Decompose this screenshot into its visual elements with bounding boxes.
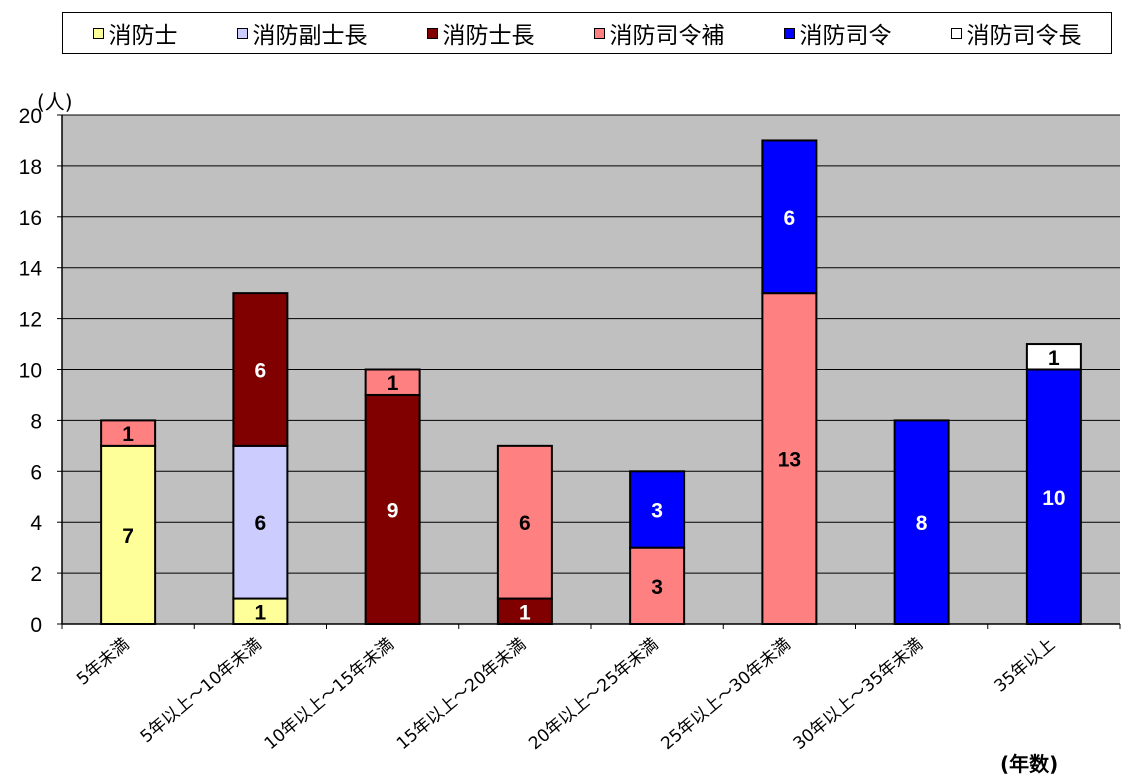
y-tick-label: 6 bbox=[30, 461, 42, 484]
x-tick-label: 35年以上 bbox=[991, 635, 1060, 697]
y-tick-label: 14 bbox=[19, 258, 43, 281]
x-axis-unit: (年数) bbox=[1000, 752, 1059, 776]
y-tick-label: 18 bbox=[19, 156, 42, 179]
bar-segment bbox=[232, 597, 289, 625]
y-tick-label: 12 bbox=[19, 309, 42, 332]
data-label: 1 bbox=[1048, 347, 1060, 370]
bar-segment bbox=[629, 470, 686, 549]
legend-item: 消防士 bbox=[92, 16, 178, 50]
legend-label: 消防司令 bbox=[799, 23, 892, 49]
legend-item: 消防副士長 bbox=[236, 16, 368, 50]
y-tick-label: 8 bbox=[30, 410, 42, 433]
data-label: 1 bbox=[519, 601, 531, 624]
data-label: 7 bbox=[122, 525, 134, 548]
data-label: 9 bbox=[387, 499, 399, 522]
data-label: 3 bbox=[651, 576, 663, 599]
legend-item: 消防士長 bbox=[426, 16, 535, 50]
bar-segment bbox=[364, 368, 421, 396]
x-tick-label: 10年以上～15年未満 bbox=[261, 635, 398, 755]
data-label: 10 bbox=[1042, 487, 1065, 510]
bar-segment bbox=[364, 393, 421, 626]
y-tick-label: 20 bbox=[19, 105, 42, 128]
y-tick-label: 2 bbox=[30, 563, 42, 586]
bar-segment bbox=[496, 444, 553, 600]
legend: 消防士 消防副士長 消防士長 消防司令補 消防司令 消防司令長 bbox=[62, 12, 1112, 54]
data-label: 6 bbox=[255, 512, 267, 535]
data-label: 3 bbox=[651, 499, 663, 522]
legend-item: 消防司令補 bbox=[593, 16, 725, 50]
bar-segment bbox=[761, 139, 818, 295]
legend-swatch bbox=[236, 27, 248, 39]
y-tick-label: 0 bbox=[30, 614, 42, 637]
x-tick-label: 15年以上～20年未満 bbox=[393, 635, 530, 755]
y-tick-label: 16 bbox=[19, 207, 42, 230]
data-label: 6 bbox=[519, 512, 531, 535]
legend-swatch bbox=[593, 27, 605, 39]
data-label: 6 bbox=[255, 360, 267, 383]
y-tick-label: 10 bbox=[19, 360, 42, 383]
y-tick-label: 4 bbox=[30, 512, 42, 535]
x-tick-label: 30年以上～35年未満 bbox=[790, 635, 927, 755]
data-label: 1 bbox=[387, 372, 399, 395]
bar-segment bbox=[232, 444, 289, 600]
data-label: 8 bbox=[916, 512, 928, 535]
bar-segment bbox=[232, 292, 289, 447]
legend-item: 消防司令 bbox=[783, 16, 892, 50]
data-label: 1 bbox=[122, 423, 134, 446]
x-tick-label: 5年未満 bbox=[73, 635, 133, 690]
bar-segment bbox=[100, 444, 157, 625]
legend-swatch bbox=[92, 27, 104, 39]
legend-label: 消防副士長 bbox=[252, 23, 368, 49]
legend-item: 消防司令長 bbox=[950, 16, 1082, 50]
legend-swatch bbox=[783, 27, 795, 39]
data-label: 6 bbox=[784, 207, 796, 230]
x-tick-label: 25年以上～30年未満 bbox=[657, 635, 794, 755]
legend-label: 消防士長 bbox=[442, 23, 535, 49]
legend-label: 消防士 bbox=[108, 23, 178, 49]
legend-label: 消防司令補 bbox=[609, 23, 725, 49]
data-label: 13 bbox=[778, 449, 801, 472]
y-axis-unit: (人) bbox=[37, 90, 73, 114]
x-tick-label: 5年以上～10年未満 bbox=[137, 635, 266, 748]
bar-segment bbox=[893, 419, 950, 625]
legend-swatch bbox=[426, 27, 438, 39]
legend-label: 消防司令長 bbox=[966, 23, 1082, 49]
bar-segment bbox=[1025, 343, 1082, 371]
bar-segment bbox=[100, 419, 157, 447]
x-tick-label: 20年以上～25年未満 bbox=[525, 635, 662, 755]
bar-segment bbox=[1025, 368, 1082, 625]
legend-swatch bbox=[950, 27, 962, 39]
bar-segment bbox=[761, 292, 818, 625]
data-label: 1 bbox=[255, 601, 267, 624]
